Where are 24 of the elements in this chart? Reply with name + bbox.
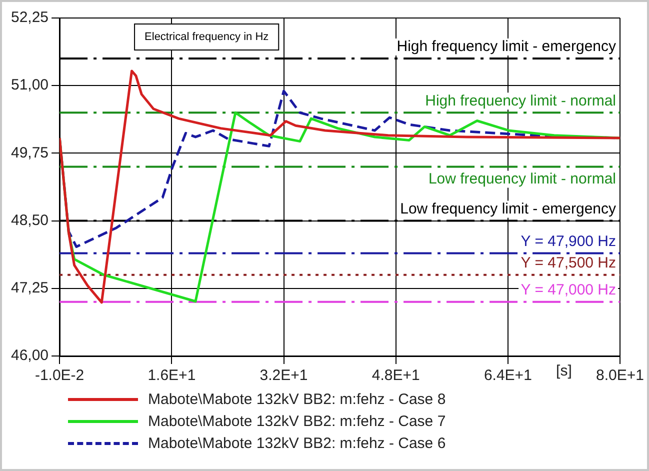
x-axis-title: [s] [556,362,572,380]
ref-line-label: Low frequency limit - normal [428,170,616,188]
legend-label: Mabote\Mabote 132kV BB2: m:fehz - Case 6 [148,434,446,452]
ref-line-label: Y = 47,500 Hz [520,254,616,272]
x-tick-label: 4.8E+1 [372,367,420,384]
y-tick-label: 49,75 [10,144,49,162]
ref-line-label: Y = 47,900 Hz [520,232,616,250]
ref-line-label: Low frequency limit - emergency [400,200,617,218]
x-tick-label: -1.0E-2 [34,367,84,384]
y-tick-label: 51,00 [10,76,49,94]
text: Electrical frequency in Hz [144,31,269,44]
x-tick-label: 3.2E+1 [260,367,308,384]
legend-label: Mabote\Mabote 132kV BB2: m:fehz - Case 7 [148,412,446,430]
y-tick-label: 48,50 [10,212,49,229]
x-tick-label: 8.0E+1 [596,367,644,384]
y-tick-label: 47,25 [10,280,49,297]
y-tick-label: 46,00 [10,347,49,364]
y-tick-label: 52,25 [10,9,49,26]
x-tick-label: 6.4E+1 [484,367,532,384]
ref-line-label: High frequency limit - emergency [396,38,617,56]
legend-label: Mabote\Mabote 132kV BB2: m:fehz - Case 8 [148,390,446,408]
x-tick-label: 1.6E+1 [148,367,196,384]
ref-line-label: High frequency limit - normal [425,92,616,110]
ref-line-label: Y = 47,000 Hz [520,282,616,299]
